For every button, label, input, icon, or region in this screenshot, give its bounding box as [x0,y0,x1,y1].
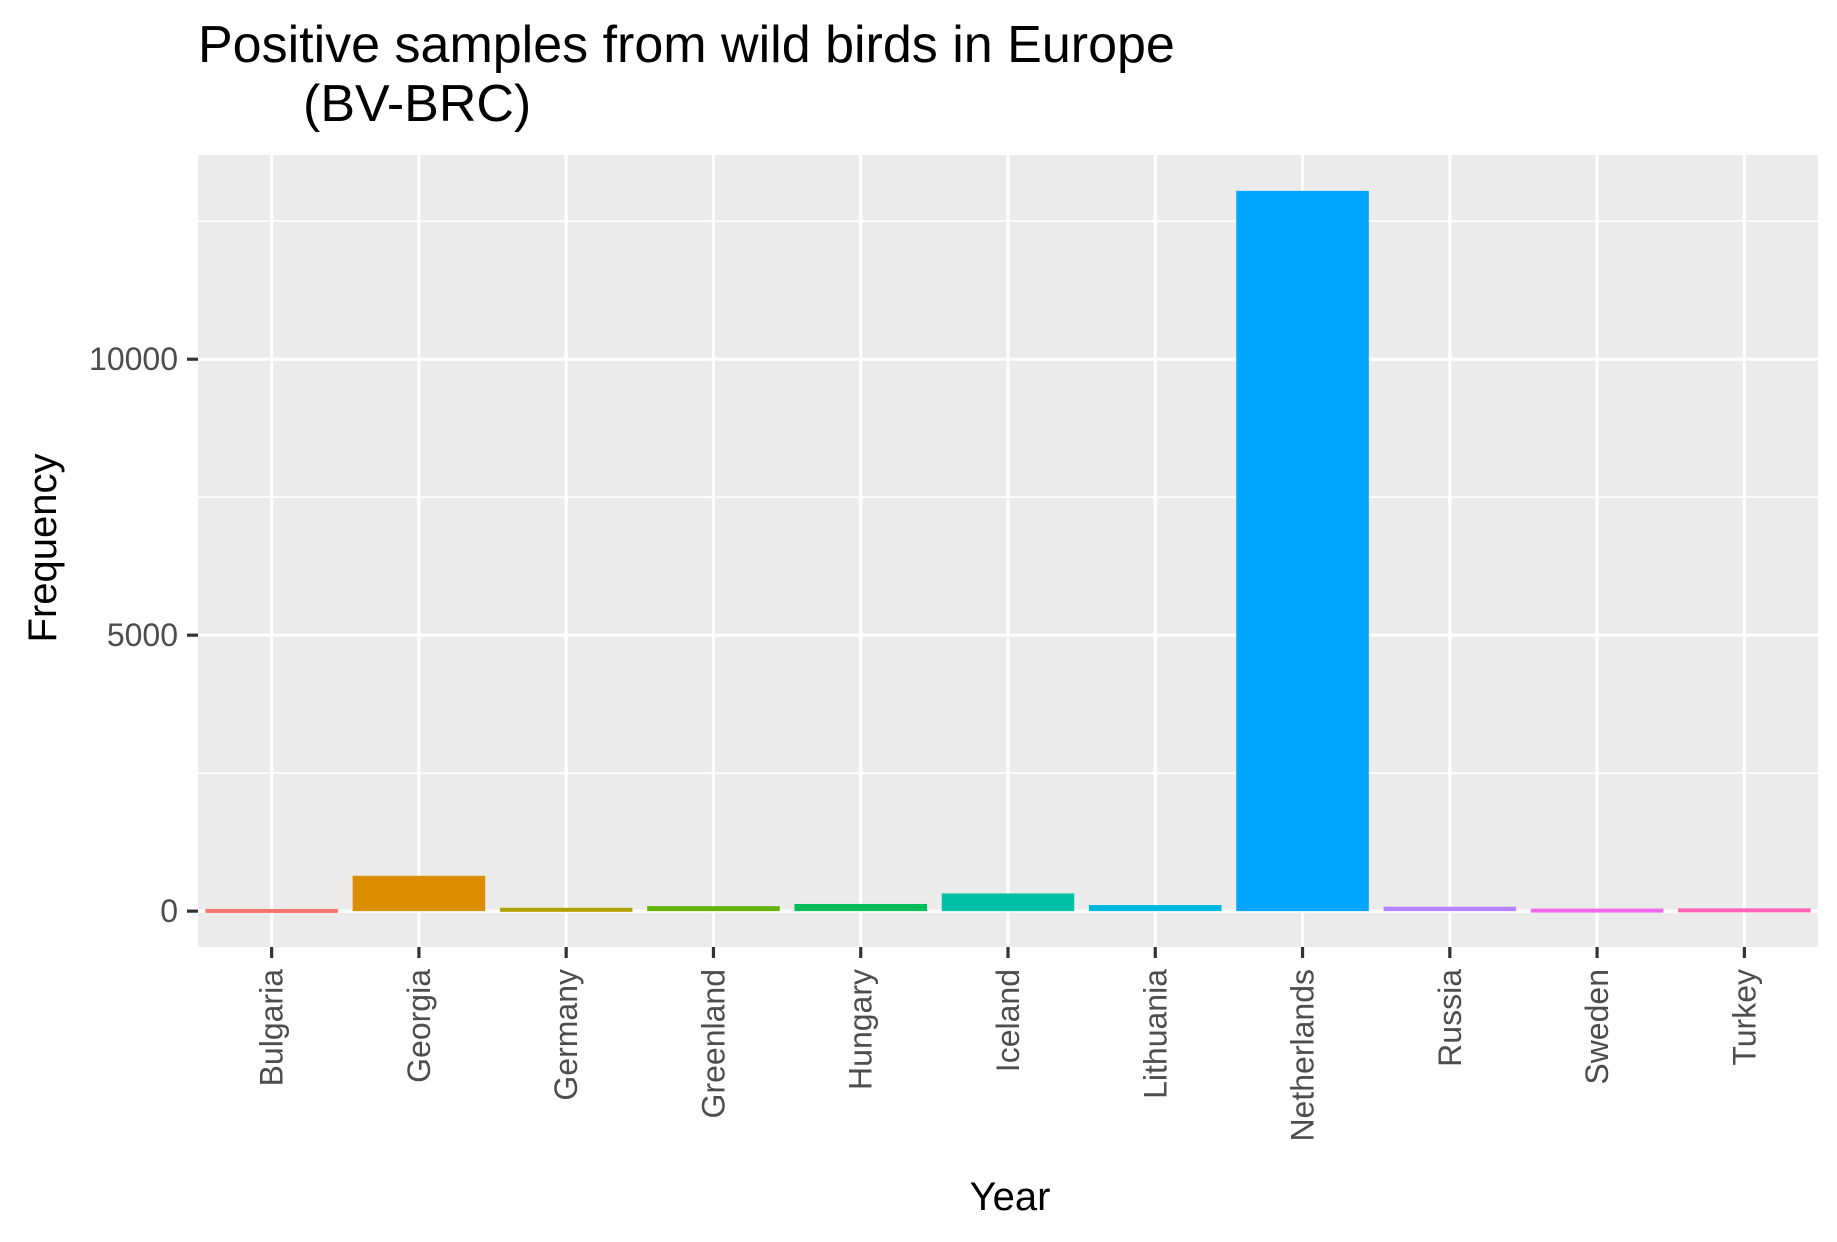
bar-germany [499,907,633,912]
bar-turkey [1678,908,1811,913]
x-tick-label: Iceland [990,969,1026,1072]
chart-subtitle: (BV-BRC) [303,75,531,133]
x-tick-label: Hungary [843,969,879,1090]
bar-bulgaria [205,908,338,913]
x-tick-label: Germany [548,969,584,1101]
y-tick-label: 10000 [89,341,178,377]
y-tick-label: 0 [160,893,178,929]
x-tick-label: Turkey [1726,969,1762,1066]
bar-lithuania [1089,905,1222,912]
x-tick-label: Russia [1432,969,1468,1067]
x-tick-label: Greenland [695,969,731,1118]
bars [205,190,1811,913]
bar-hungary [794,903,927,912]
bar-sweden [1530,908,1664,913]
bar-greenland [647,906,780,912]
y-tick-label: 5000 [107,617,178,653]
bar-iceland [941,893,1075,912]
x-tick-label: Bulgaria [254,969,290,1087]
x-tick-label: Sweden [1579,969,1615,1085]
x-tick-label: Lithuania [1137,969,1173,1099]
x-axis: Bulgaria Georgia Germany Greenland Hungary Ic… [254,947,1762,1142]
y-axis: 0 5000 10000 [89,341,198,929]
x-axis-title: Year [970,1175,1051,1219]
chart-title: Positive samples from wild birds in Euro… [198,16,1175,74]
bar-russia [1383,906,1517,912]
x-tick-label: Netherlands [1285,969,1321,1142]
bar-georgia [352,875,486,912]
x-tick-label: Georgia [401,969,437,1083]
bar-netherlands [1236,190,1369,912]
y-axis-title: Frequency [21,454,65,643]
